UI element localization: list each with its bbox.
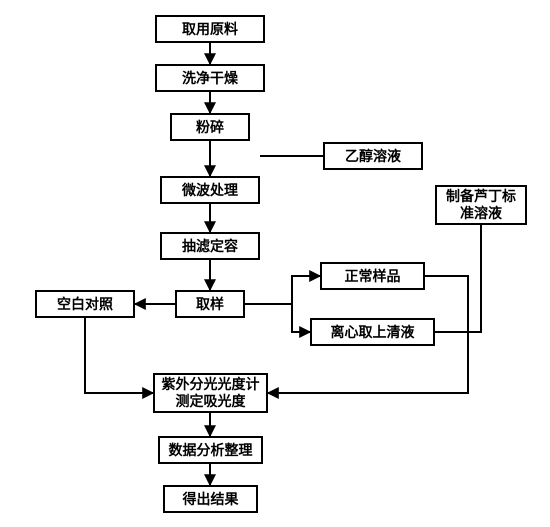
edges-layer — [0, 0, 550, 527]
flow-node-n13: 数据分析整理 — [158, 436, 263, 464]
flow-node-n1: 取用原料 — [155, 15, 265, 43]
flow-node-n5: 微波处理 — [160, 176, 260, 204]
flow-node-label: 正常样品 — [345, 268, 401, 285]
flow-node-n12: 紫外分光光度计测定吸光度 — [153, 373, 268, 413]
flow-edge — [468, 225, 481, 332]
flow-node-n10: 取样 — [175, 290, 245, 318]
flow-node-label: 得出结果 — [183, 491, 239, 508]
flow-node-n2: 洗净干燥 — [155, 64, 265, 92]
flow-node-label: 抽滤定容 — [182, 238, 238, 255]
flow-node-n11: 离心取上清液 — [310, 318, 435, 346]
flow-node-label: 取样 — [196, 296, 224, 313]
flow-edge — [292, 304, 310, 332]
flow-node-label: 制备芦丁标准溶液 — [441, 188, 521, 222]
flow-node-n7: 抽滤定容 — [160, 232, 260, 260]
flow-node-label: 空白对照 — [57, 296, 113, 313]
flow-node-n6: 制备芦丁标准溶液 — [435, 185, 527, 225]
flow-edge — [85, 318, 153, 393]
flow-node-label: 数据分析整理 — [169, 442, 253, 459]
flow-node-n14: 得出结果 — [163, 485, 258, 513]
flow-node-label: 乙醇溶液 — [345, 148, 401, 165]
flow-node-label: 粉碎 — [196, 119, 224, 136]
flow-node-label: 微波处理 — [182, 182, 238, 199]
flow-edge — [292, 276, 320, 304]
flow-node-label: 取用原料 — [182, 21, 238, 38]
flow-node-n9: 空白对照 — [35, 290, 135, 318]
flow-node-n4: 乙醇溶液 — [323, 142, 423, 170]
flow-node-n3: 粉碎 — [170, 113, 250, 141]
flow-node-label: 紫外分光光度计测定吸光度 — [159, 376, 262, 410]
flow-node-label: 洗净干燥 — [182, 70, 238, 87]
flowchart-canvas: 取用原料洗净干燥粉碎乙醇溶液微波处理 制备芦丁标准溶液抽滤定容正常样品空白对照 取样… — [0, 0, 550, 527]
flow-node-label: 离心取上清液 — [331, 324, 415, 341]
flow-node-n8: 正常样品 — [320, 262, 425, 290]
